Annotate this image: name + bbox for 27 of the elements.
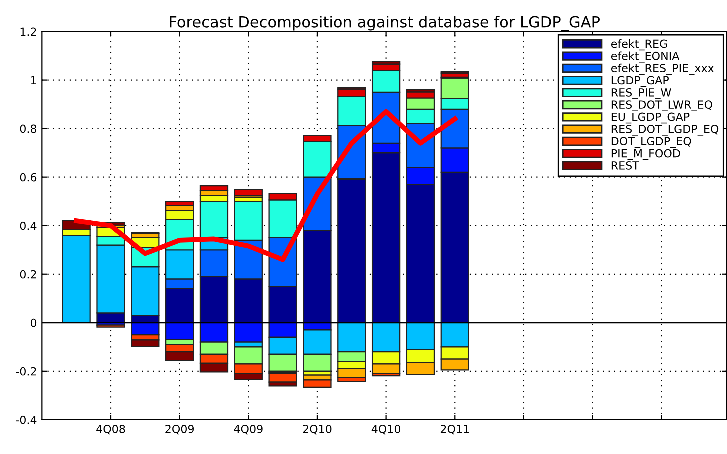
y-tick-label: 0.6 <box>20 173 37 182</box>
y-tick-label: -0.4 <box>16 416 37 424</box>
legend-label: RES_DOT_LGDP_EQ <box>612 124 719 136</box>
y-tick-label: 1 <box>31 76 36 85</box>
legend-label: REST <box>612 161 640 170</box>
y-tick-label: -0.2 <box>16 367 36 376</box>
x-tick-label: 4Q10 <box>372 425 401 435</box>
legend-label: efekt_RES_PIE_xxx <box>611 64 714 75</box>
legend-label: RES_PIE_W <box>612 88 672 100</box>
y-tick-label: 0.8 <box>20 124 37 134</box>
legend-label: efekt_EONIA <box>611 52 680 63</box>
chart-title: Forecast Decomposition against database for LGDP_GAP <box>170 16 600 32</box>
y-tick-label: 0.4 <box>20 222 37 230</box>
legend-label: efekt_REG <box>611 40 668 51</box>
y-tick-label: 0.2 <box>20 270 36 279</box>
y-tick-label: 0 <box>30 318 37 328</box>
x-tick-label: 2Q10 <box>303 425 332 435</box>
legend-label: EU_LGDP_GAP <box>612 112 690 124</box>
x-tick-label: 4Q08 <box>96 425 126 435</box>
x-tick-label: 2Q11 <box>440 425 470 435</box>
legend-label: PIE_M_FOOD <box>612 149 680 160</box>
x-tick-label: 2Q09 <box>166 425 194 435</box>
legend-label: RES_DOT_LWR_EQ <box>612 100 712 112</box>
y-tick-label: 1.2 <box>20 28 36 36</box>
x-tick-label: 4Q09 <box>234 425 263 435</box>
legend-label: LGDP_GAP <box>612 76 669 88</box>
legend-label: DOT_LGDP_EQ <box>612 137 692 148</box>
